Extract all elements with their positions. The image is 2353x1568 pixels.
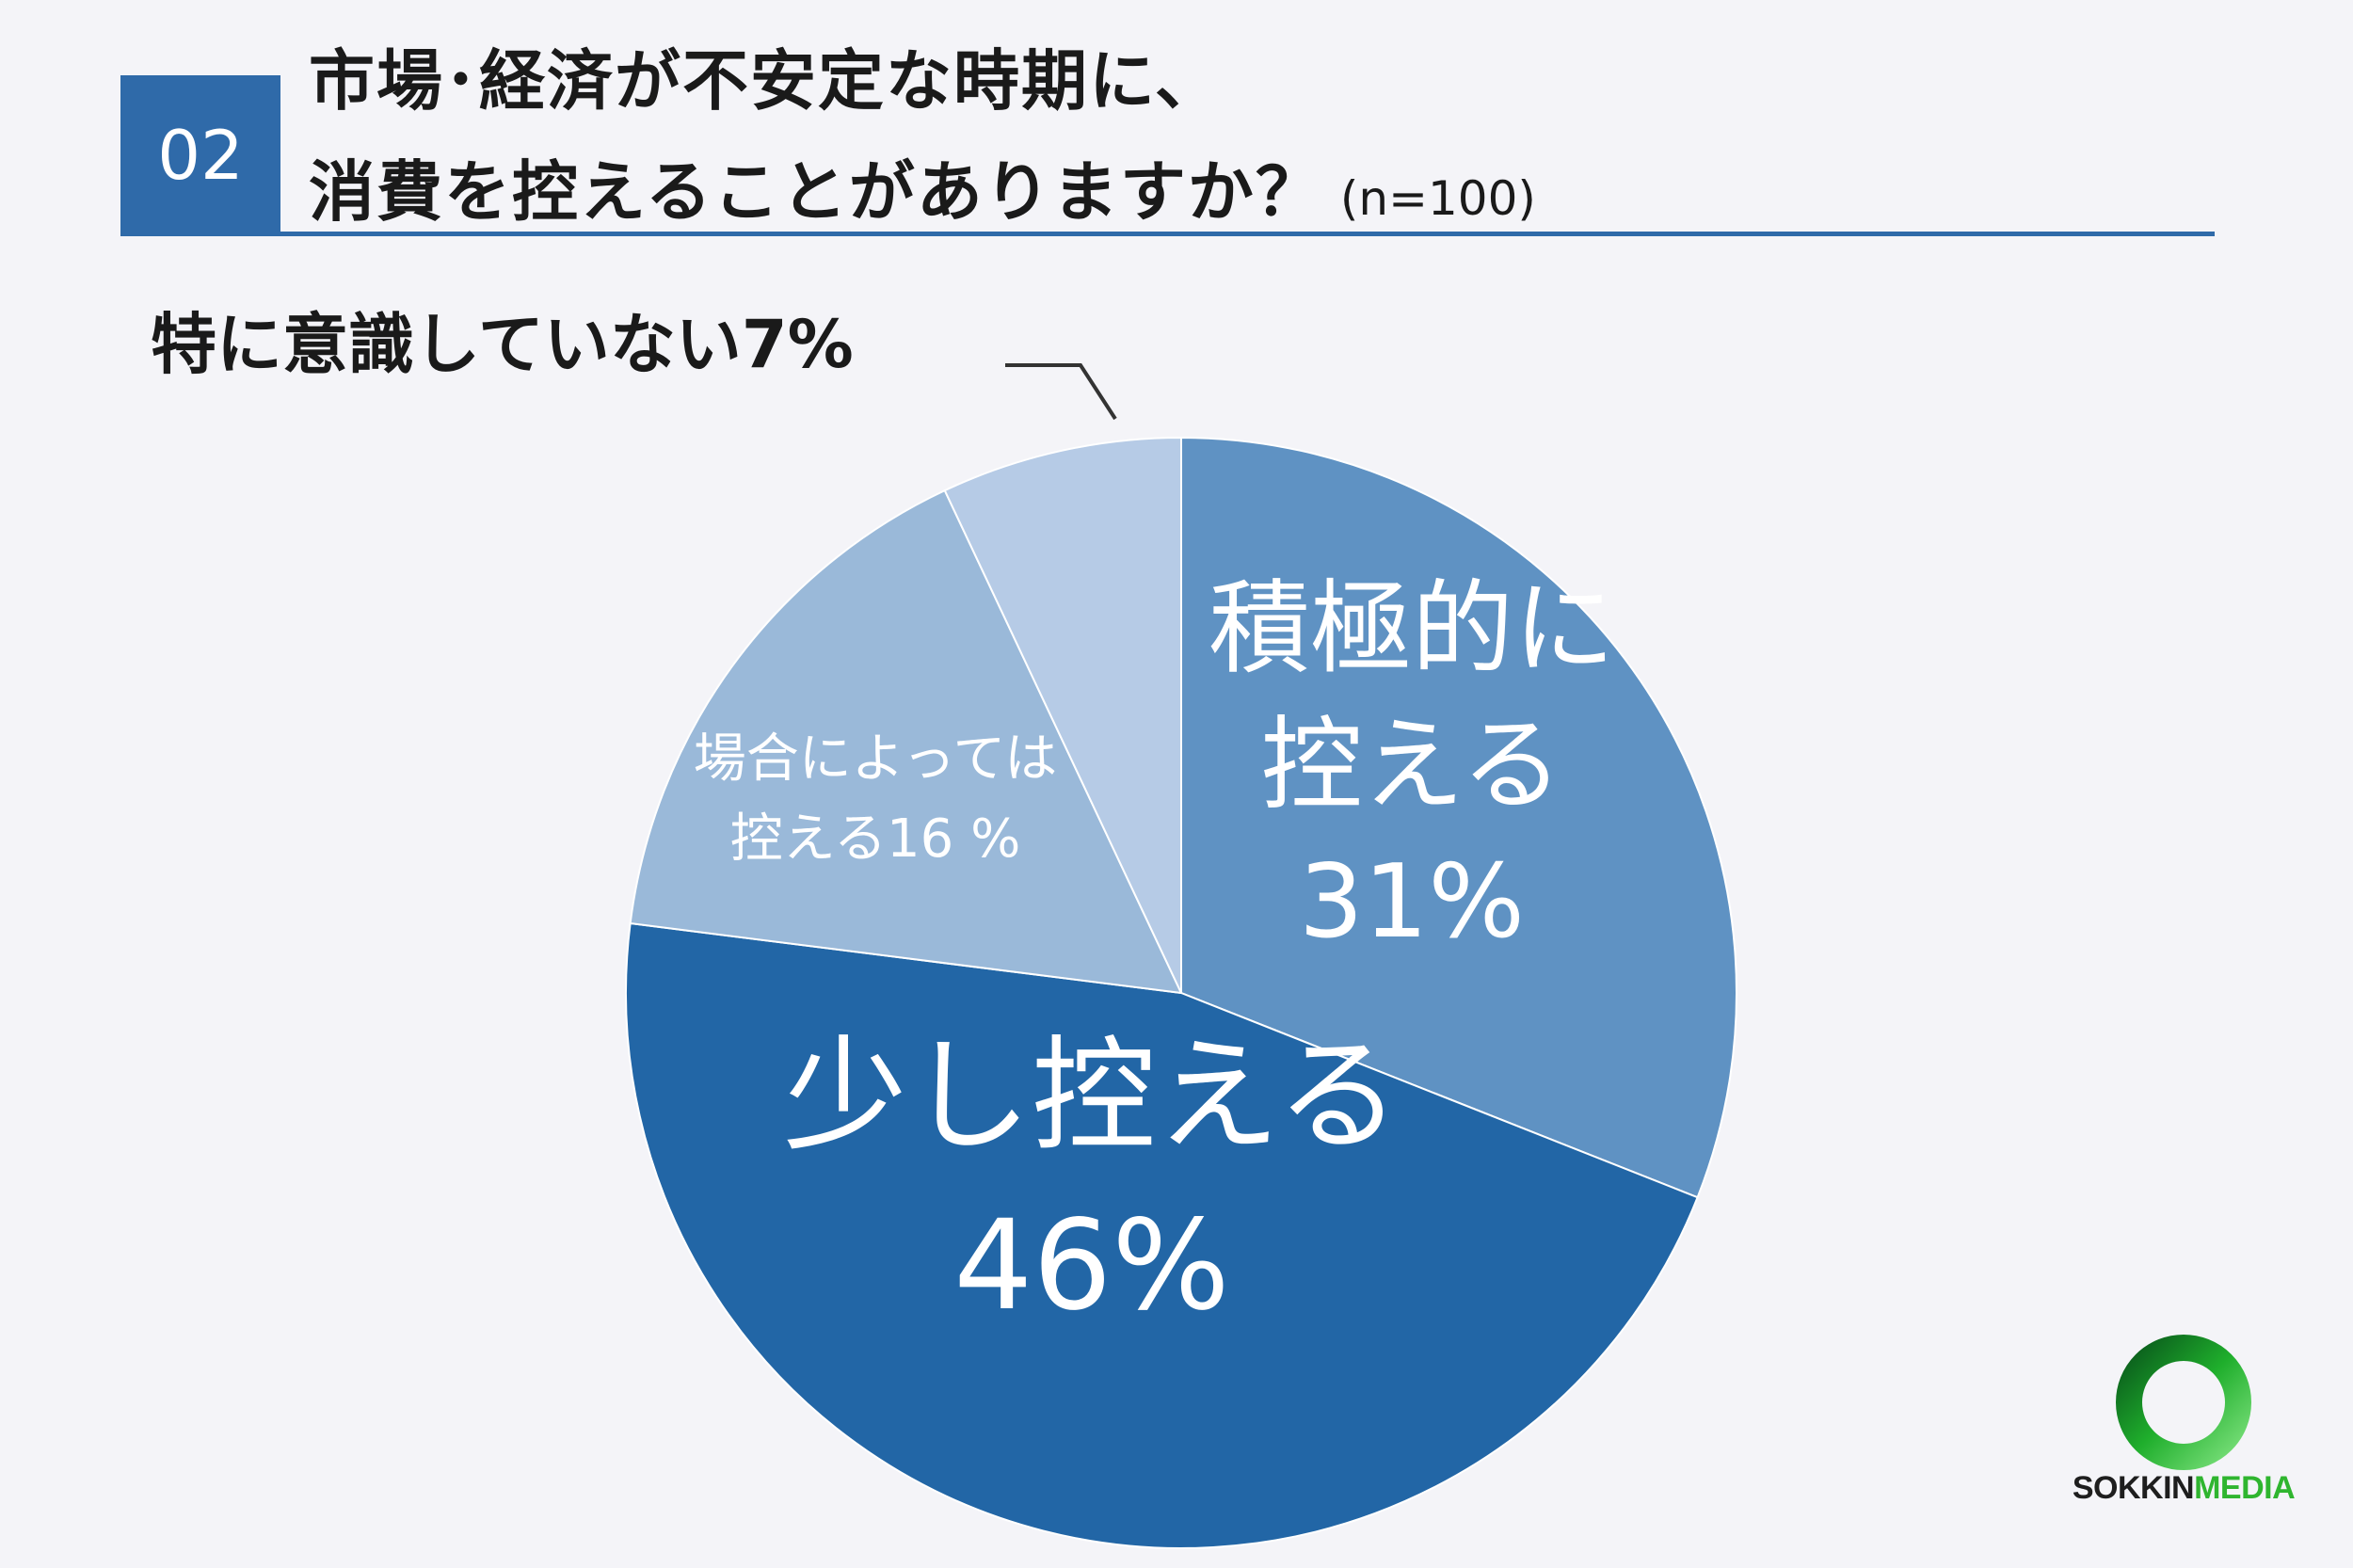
logo-text-sokkin: SOKKIN <box>2072 1470 2195 1506</box>
sokkin-media-logo: SOKKINMEDIA <box>2042 1327 2325 1515</box>
slice-label-3-line-0: 特に意識していない7% <box>151 306 854 383</box>
header: 02 市場･経済が不安定な時期に、 消費を控えることがありますか？ (n=100) <box>0 0 2353 245</box>
logo-wordmark: SOKKINMEDIA <box>2042 1470 2325 1507</box>
logo-ring-icon <box>2116 1335 2251 1470</box>
pie-slice-0 <box>1180 436 1738 1199</box>
question-number-badge: 02 <box>120 75 280 235</box>
slice-leader-line-3 <box>1005 363 1117 421</box>
question-title-text: 消費を控えることがありますか？ <box>309 153 1323 231</box>
slice-label-2-line-0: 場合によっては <box>694 728 1057 790</box>
slice-label-0-line-0: 積極的に <box>1209 570 1615 688</box>
logo-text-media: MEDIA <box>2194 1470 2296 1506</box>
pie-slice-3 <box>943 436 1182 994</box>
question-title-line1: 市場･経済が不安定な時期に、 <box>309 42 1223 120</box>
pie-slice-1 <box>625 921 1699 1549</box>
sample-size: (n=100) <box>1339 171 1536 226</box>
pie-slice-2 <box>629 488 1183 995</box>
question-title-line2: 消費を控えることがありますか？ (n=100) <box>309 139 1536 234</box>
slice-label-0-line-2: 31% <box>1299 843 1525 961</box>
slice-label-1-line-1: 46% <box>953 1193 1229 1338</box>
slice-label-1-line-0: 少し控える <box>783 1024 1401 1169</box>
slice-label-2-line-1: 控える16 % <box>730 808 1021 870</box>
slice-label-0-line-1: 控える <box>1261 707 1563 824</box>
header-divider <box>120 232 2215 236</box>
